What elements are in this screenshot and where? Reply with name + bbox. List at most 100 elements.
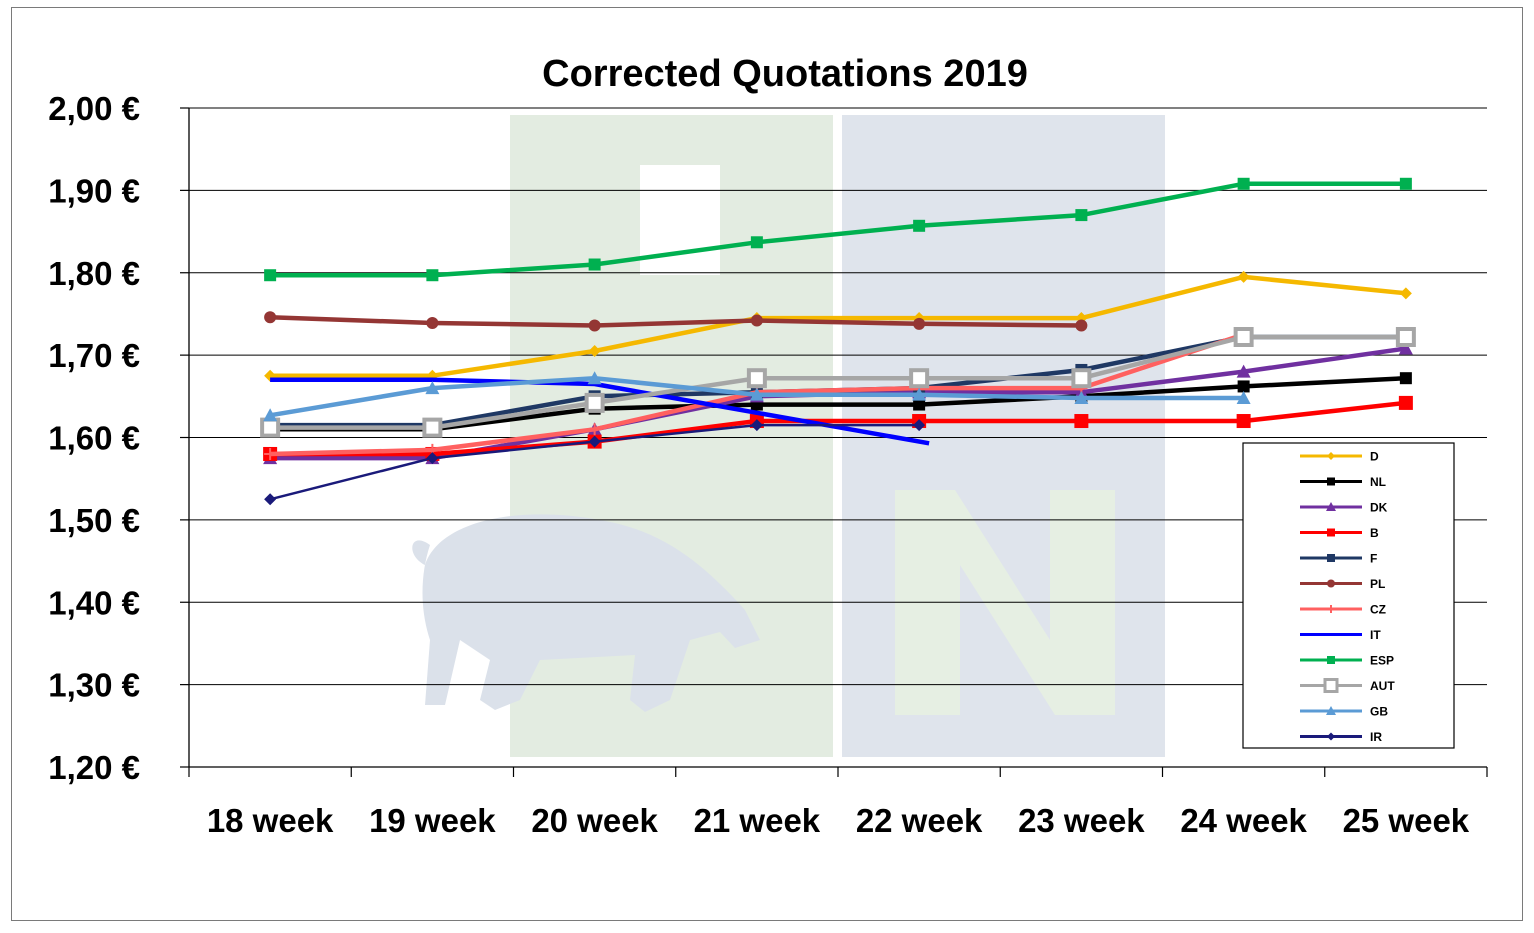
data-point <box>1236 390 1251 404</box>
data-point <box>1075 319 1088 332</box>
y-tick-label: 1,20 € <box>48 749 140 786</box>
data-point <box>913 317 926 330</box>
x-tick-label: 22 week <box>856 802 983 839</box>
x-tick-label: 23 week <box>1018 802 1145 839</box>
legend-marker <box>1327 605 1335 613</box>
legend-item-esp: ESP <box>1300 654 1394 668</box>
chart-legend: D NL DK BF PL CZ IT ESP AUT GB IR <box>1242 442 1455 749</box>
legend-marker <box>1327 732 1335 741</box>
data-point <box>1237 177 1250 190</box>
data-point <box>912 387 927 401</box>
series-line <box>270 334 1406 430</box>
chart-series <box>260 177 1416 506</box>
legend-item-b: B <box>1300 526 1379 540</box>
y-tick-label: 2,00 € <box>48 90 140 127</box>
data-point <box>425 381 440 395</box>
data-point <box>1399 287 1412 300</box>
data-point <box>750 419 763 432</box>
data-point <box>1398 341 1413 355</box>
legend-label: PL <box>1370 577 1385 591</box>
legend-item-pl: PL <box>1300 577 1385 591</box>
x-tick-label: 24 week <box>1180 802 1307 839</box>
data-point <box>750 314 763 327</box>
x-axis-tick-labels: 18 week 19 week 20 week 21 week 22 week 23 we… <box>207 802 1470 839</box>
data-point <box>913 419 926 432</box>
y-tick-label: 1,30 € <box>48 667 140 704</box>
legend-label: CZ <box>1370 603 1386 617</box>
legend-label: GB <box>1370 705 1388 719</box>
legend-label: IR <box>1370 730 1382 744</box>
legend-item-nl: NL <box>1300 475 1386 489</box>
y-tick-label: 1,80 € <box>48 255 140 292</box>
legend-marker <box>1327 554 1335 562</box>
legend-item-d: D <box>1300 450 1379 464</box>
legend-item-f: F <box>1300 552 1377 566</box>
legend-box <box>1242 442 1455 749</box>
data-point <box>422 417 443 438</box>
x-tick-label: 25 week <box>1343 802 1470 839</box>
x-tick-label: 21 week <box>694 802 821 839</box>
legend-label: DK <box>1370 501 1388 515</box>
data-point <box>913 398 926 411</box>
data-point <box>588 319 601 332</box>
legend-item-ir: IR <box>1300 730 1382 744</box>
data-point <box>260 417 281 438</box>
data-point <box>263 408 278 422</box>
chart-gridlines <box>180 107 1487 768</box>
series-line <box>270 400 1407 457</box>
series-line <box>270 375 1407 432</box>
y-tick-label: 1,60 € <box>48 420 140 457</box>
x-tick-label: 20 week <box>531 802 658 839</box>
legend-label: F <box>1370 552 1377 566</box>
data-point <box>749 387 764 401</box>
x-tick-label: 19 week <box>369 802 496 839</box>
legend-marker <box>1327 452 1335 460</box>
legend-label: B <box>1370 526 1379 540</box>
legend-label: NL <box>1370 475 1386 489</box>
data-point <box>913 219 926 232</box>
x-tick-label: 18 week <box>207 802 334 839</box>
data-point <box>264 269 277 282</box>
y-axis-tick-labels: 1,20 € 1,30 € 1,40 € 1,50 € 1,60 € 1,70 € 1,80… <box>48 90 140 786</box>
series-gb <box>263 371 1251 422</box>
data-point <box>587 371 602 385</box>
data-point <box>909 368 930 389</box>
series-pl <box>264 311 1088 332</box>
legend-item-aut: AUT <box>1300 678 1395 693</box>
data-point <box>1233 327 1254 348</box>
legend-item-cz: CZ <box>1300 603 1386 617</box>
legend-label: AUT <box>1370 679 1395 693</box>
series-esp <box>264 177 1412 282</box>
data-point <box>588 258 601 271</box>
y-tick-label: 1,90 € <box>48 172 140 209</box>
watermark-pig-icon <box>412 514 760 712</box>
series-line <box>270 314 1082 328</box>
series-d <box>264 270 1412 382</box>
data-point <box>426 452 439 465</box>
data-point <box>1237 270 1250 283</box>
data-point <box>426 269 439 282</box>
series-line <box>270 181 1406 278</box>
data-point <box>1398 395 1413 410</box>
data-point <box>264 493 277 506</box>
legend-marker <box>1327 579 1335 588</box>
legend-item-dk: DK <box>1300 501 1388 515</box>
data-point <box>588 423 601 436</box>
data-point <box>426 316 439 329</box>
data-point <box>1075 209 1088 222</box>
legend-item-it: IT <box>1300 628 1381 642</box>
data-point <box>1074 414 1089 429</box>
data-point <box>264 447 277 460</box>
chart-title: Corrected Quotations 2019 <box>542 53 1028 95</box>
legend-item-gb: GB <box>1300 705 1388 719</box>
data-point <box>264 311 277 324</box>
data-point <box>1236 364 1251 378</box>
legend-marker <box>1327 528 1335 537</box>
series-ir <box>264 419 926 506</box>
legend-label: D <box>1370 450 1379 464</box>
legend-marker <box>1326 706 1336 715</box>
legend-label: IT <box>1370 628 1381 642</box>
series-aut <box>260 327 1416 438</box>
data-point <box>584 392 605 413</box>
